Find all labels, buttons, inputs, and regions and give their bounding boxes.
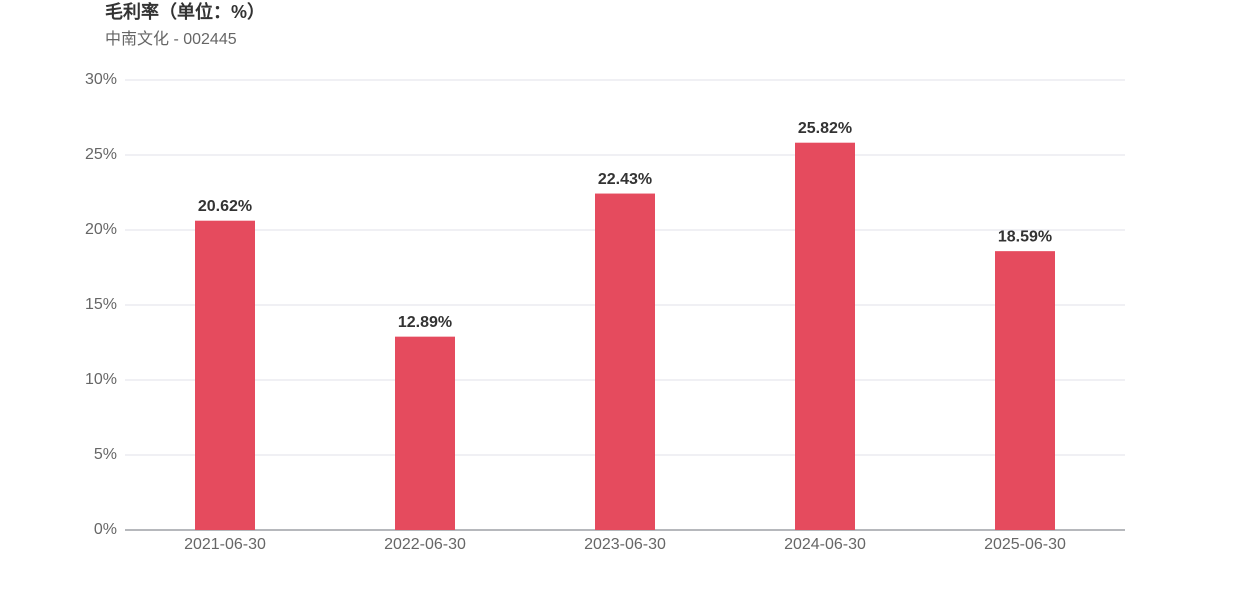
x-tick-label: 2025-06-30 (984, 536, 1066, 553)
y-tick-label: 15% (85, 296, 117, 313)
bar (395, 336, 455, 530)
chart-subtitle: 中南文化 - 002445 (105, 30, 237, 48)
x-tick-label: 2022-06-30 (384, 536, 466, 553)
y-tick-label: 20% (85, 221, 117, 238)
bar (995, 251, 1055, 530)
value-label: 25.82% (798, 120, 852, 137)
bar (195, 220, 255, 530)
y-tick-label: 5% (94, 446, 117, 463)
y-tick-label: 30% (85, 71, 117, 88)
x-tick-label: 2021-06-30 (184, 536, 266, 553)
value-label: 18.59% (998, 228, 1052, 245)
bar (595, 193, 655, 531)
x-tick-label: 2023-06-30 (584, 536, 666, 553)
value-label: 12.89% (398, 314, 452, 331)
value-label: 22.43% (598, 171, 652, 188)
y-tick-label: 10% (85, 371, 117, 388)
chart-title: 毛利率（单位：%） (105, 1, 265, 22)
y-tick-label: 0% (94, 521, 117, 538)
bar (795, 142, 855, 530)
y-tick-label: 25% (85, 146, 117, 163)
x-tick-label: 2024-06-30 (784, 536, 866, 553)
value-label: 20.62% (198, 198, 252, 215)
